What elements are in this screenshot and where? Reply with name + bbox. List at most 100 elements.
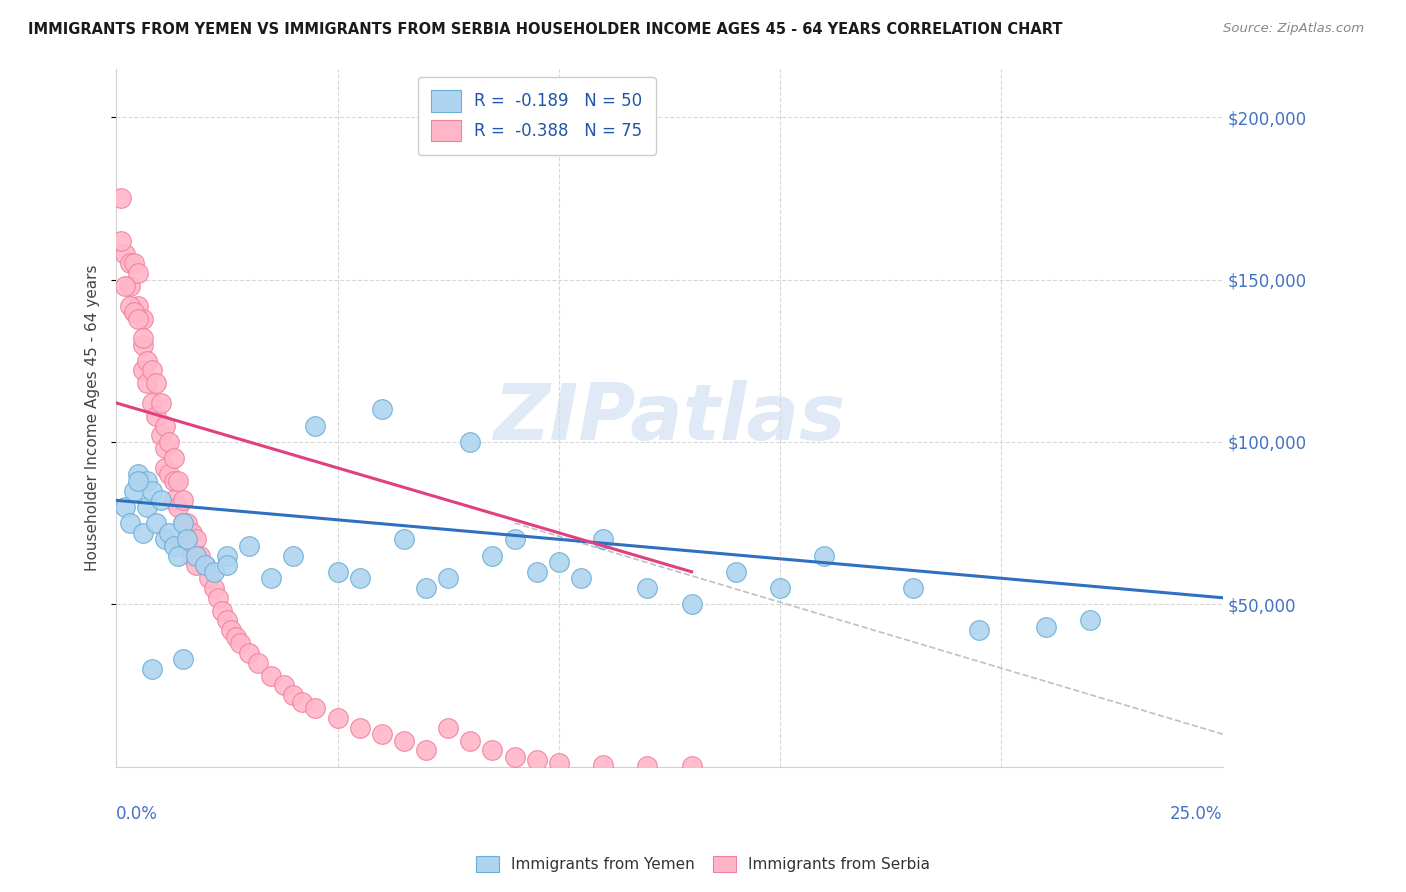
Point: [194, 558, 217, 573]
Point: [132, 337, 155, 351]
Point: [184, 533, 207, 547]
Point: [569, 571, 592, 585]
Point: [167, 474, 190, 488]
Point: [141, 662, 163, 676]
Point: [114, 246, 136, 260]
Point: [198, 571, 221, 585]
Point: [526, 565, 548, 579]
Point: [283, 688, 305, 702]
Point: [176, 516, 198, 530]
Point: [153, 533, 176, 547]
Point: [202, 565, 225, 579]
Point: [136, 376, 159, 391]
Point: [304, 418, 326, 433]
Point: [167, 500, 190, 514]
Point: [371, 402, 394, 417]
Point: [172, 539, 194, 553]
Point: [481, 549, 503, 563]
Point: [132, 363, 155, 377]
Point: [153, 418, 176, 433]
Point: [172, 652, 194, 666]
Point: [260, 668, 283, 682]
Point: [163, 493, 186, 508]
Point: [190, 549, 212, 563]
Point: [163, 539, 186, 553]
Point: [127, 474, 149, 488]
Point: [967, 624, 990, 638]
Point: [392, 733, 415, 747]
Point: [163, 474, 186, 488]
Point: [221, 624, 243, 638]
Point: [724, 565, 747, 579]
Point: [110, 191, 132, 205]
Point: [547, 555, 569, 569]
Point: [176, 539, 198, 553]
Point: [207, 591, 229, 605]
Point: [592, 533, 614, 547]
Point: [127, 311, 149, 326]
Point: [437, 571, 460, 585]
Point: [118, 256, 141, 270]
Point: [127, 467, 149, 482]
Point: [172, 493, 194, 508]
Point: [145, 516, 167, 530]
Point: [215, 614, 238, 628]
Text: ZIPatlas: ZIPatlas: [494, 380, 845, 456]
Point: [229, 636, 252, 650]
Point: [136, 500, 159, 514]
Point: [901, 581, 924, 595]
Point: [415, 581, 437, 595]
Point: [202, 581, 225, 595]
Legend: R =  -0.189   N = 50, R =  -0.388   N = 75: R = -0.189 N = 50, R = -0.388 N = 75: [418, 77, 655, 154]
Point: [769, 581, 792, 595]
Point: [180, 525, 202, 540]
Point: [238, 539, 260, 553]
Point: [122, 483, 145, 498]
Point: [392, 533, 415, 547]
Point: [149, 493, 172, 508]
Point: [110, 234, 132, 248]
Point: [246, 656, 269, 670]
Point: [136, 474, 159, 488]
Point: [211, 604, 233, 618]
Point: [118, 516, 141, 530]
Point: [437, 721, 460, 735]
Point: [153, 461, 176, 475]
Point: [136, 353, 159, 368]
Point: [636, 759, 658, 773]
Point: [114, 500, 136, 514]
Point: [238, 646, 260, 660]
Point: [122, 305, 145, 319]
Point: [149, 428, 172, 442]
Point: [184, 558, 207, 573]
Point: [163, 451, 186, 466]
Legend: Immigrants from Yemen, Immigrants from Serbia: Immigrants from Yemen, Immigrants from S…: [468, 848, 938, 880]
Point: [184, 549, 207, 563]
Point: [1078, 614, 1101, 628]
Text: Source: ZipAtlas.com: Source: ZipAtlas.com: [1223, 22, 1364, 36]
Point: [326, 565, 349, 579]
Text: 25.0%: 25.0%: [1170, 805, 1223, 823]
Point: [145, 376, 167, 391]
Point: [118, 279, 141, 293]
Point: [114, 279, 136, 293]
Point: [215, 558, 238, 573]
Point: [132, 331, 155, 345]
Point: [132, 311, 155, 326]
Y-axis label: Householder Income Ages 45 - 64 years: Householder Income Ages 45 - 64 years: [86, 264, 100, 571]
Point: [592, 758, 614, 772]
Point: [636, 581, 658, 595]
Point: [326, 711, 349, 725]
Point: [157, 525, 180, 540]
Point: [349, 721, 371, 735]
Point: [225, 630, 247, 644]
Point: [349, 571, 371, 585]
Text: 0.0%: 0.0%: [117, 805, 157, 823]
Point: [503, 749, 526, 764]
Point: [460, 733, 482, 747]
Point: [141, 396, 163, 410]
Point: [547, 756, 569, 771]
Point: [157, 467, 180, 482]
Point: [503, 533, 526, 547]
Point: [172, 516, 194, 530]
